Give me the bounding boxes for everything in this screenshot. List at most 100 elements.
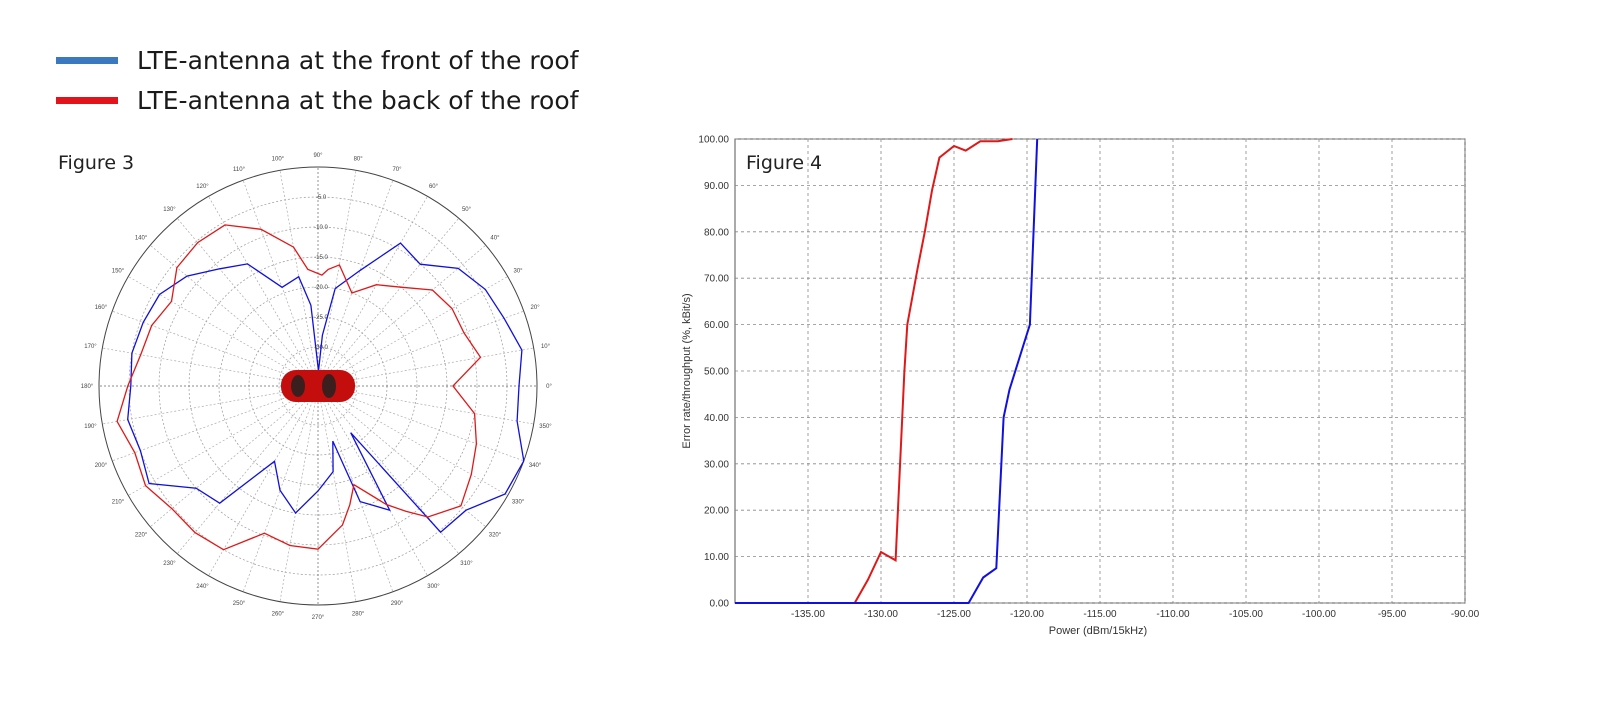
angle-tick-label: 190° <box>84 424 97 430</box>
x-axis-label: Power (dBm/15kHz) <box>1049 625 1147 637</box>
angle-tick-label: 120° <box>196 184 209 190</box>
x-tick-label: -105.00 <box>1229 609 1263 620</box>
legend-swatch-back <box>56 97 118 104</box>
polar-spoke <box>150 385 319 528</box>
polar-outer-circle <box>98 166 538 606</box>
radial-tick-label: -5.0 <box>316 195 327 201</box>
radial-tick-label: -15.0 <box>314 255 328 261</box>
y-tick-label: 50.00 <box>704 367 729 378</box>
angle-tick-label: 100° <box>272 157 285 163</box>
figure-4-title: Figure 4 <box>746 152 822 174</box>
radial-tick-label: -25.0 <box>314 315 328 321</box>
polar-spoke <box>317 170 357 387</box>
polar-spoke <box>317 244 486 387</box>
y-tick-label: 80.00 <box>704 227 729 238</box>
radial-tick-label: -20.0 <box>314 285 328 291</box>
x-tick-label: -115.00 <box>1083 609 1117 620</box>
line-chart: 0.00 10.00 20.00 30.00 40.00 50.00 60.00 70.00 8… <box>681 135 1480 638</box>
polar-spoke <box>128 276 319 387</box>
y-tick-label: 60.00 <box>704 320 729 331</box>
x-tick-label: -125.00 <box>937 609 971 620</box>
x-tick-label: -130.00 <box>864 609 898 620</box>
legend-swatch-front <box>56 57 118 64</box>
legend-label-back: LTE-antenna at the back of the roof <box>137 86 579 115</box>
angle-tick-label: 30° <box>514 269 524 275</box>
angle-tick-label: 210° <box>112 500 125 506</box>
polar-spoke <box>317 385 486 528</box>
polar-spoke <box>128 385 319 496</box>
angle-tick-label: 50° <box>462 207 472 213</box>
figure-3-title: Figure 3 <box>58 152 134 174</box>
angle-tick-label: 80° <box>354 157 364 163</box>
polar-spoke <box>242 180 319 387</box>
polar-spoke <box>279 385 319 602</box>
polar-spoke <box>242 385 319 592</box>
angle-tick-label: 250° <box>233 601 246 607</box>
polar-spoke <box>317 310 524 387</box>
angle-tick-label: 160° <box>95 305 108 311</box>
y-tick-label: 90.00 <box>704 181 729 192</box>
angle-tick-label: 310° <box>460 561 473 567</box>
polar-spoke <box>317 180 394 387</box>
polar-spoke <box>176 218 319 387</box>
angle-tick-label: 350° <box>539 424 552 430</box>
angle-tick-label: 0° <box>546 384 552 390</box>
angle-tick-label: 20° <box>531 305 541 311</box>
polar-spoke <box>112 385 319 462</box>
polar-spoke <box>317 385 460 554</box>
x-tick-label: -120.00 <box>1010 609 1044 620</box>
polar-ring <box>278 346 358 426</box>
x-tick-label: -135.00 <box>791 609 825 620</box>
x-tick-label: -95.00 <box>1378 609 1407 620</box>
polar-spoke <box>317 385 524 462</box>
polar-spoke <box>317 385 428 576</box>
car-image <box>281 370 355 402</box>
x-tick-label: -110.00 <box>1156 609 1190 620</box>
line-series-back <box>735 138 1013 604</box>
angle-tick-label: 320° <box>489 532 502 538</box>
angle-tick-label: 70° <box>392 167 402 173</box>
polar-ring <box>158 226 478 546</box>
angle-tick-label: 150° <box>112 269 125 275</box>
angle-tick-label: 230° <box>163 561 176 567</box>
polar-spoke <box>317 218 460 387</box>
angle-tick-label: 270° <box>312 615 325 621</box>
polar-chart: 0° 10° 20° 30° 40° 50° 60° 70° 80° 90° 100° 110° 120… <box>81 153 553 621</box>
angle-tick-label: 10° <box>541 344 551 350</box>
radial-tick-label: -10.0 <box>314 225 328 231</box>
x-tick-label: -100.00 <box>1302 609 1336 620</box>
legend-item-back: LTE-antenna at the back of the roof <box>56 86 578 115</box>
angle-tick-label: 330° <box>512 500 525 506</box>
angle-tick-label: 90° <box>313 153 323 159</box>
polar-spoke <box>317 385 508 496</box>
polar-spoke <box>317 196 428 387</box>
angle-tick-label: 110° <box>233 167 246 173</box>
angle-tick-label: 220° <box>135 532 148 538</box>
car-windshield <box>322 374 336 398</box>
angle-tick-label: 60° <box>429 184 439 190</box>
polar-spoke <box>317 385 394 592</box>
angle-tick-label: 280° <box>352 611 365 617</box>
y-tick-label: 40.00 <box>704 413 729 424</box>
polar-spoke <box>208 196 319 387</box>
x-tick-label: -90.00 <box>1451 609 1480 620</box>
polar-spoke <box>208 385 319 576</box>
y-tick-label: 20.00 <box>704 506 729 517</box>
y-tick-label: 10.00 <box>704 552 729 563</box>
y-tick-label: 30.00 <box>704 459 729 470</box>
angle-tick-label: 290° <box>391 601 404 607</box>
angle-tick-label: 340° <box>529 463 542 469</box>
angle-tick-label: 200° <box>95 463 108 469</box>
angle-tick-label: 300° <box>427 584 440 590</box>
angle-tick-label: 130° <box>163 207 176 213</box>
angle-tick-label: 170° <box>84 344 97 350</box>
polar-spoke <box>176 385 319 554</box>
angle-tick-label: 180° <box>81 384 94 390</box>
y-tick-label: 70.00 <box>704 274 729 285</box>
car-rear-window <box>291 375 305 397</box>
polar-series-front <box>127 242 525 534</box>
legend-label-front: LTE-antenna at the front of the roof <box>137 46 579 75</box>
angle-tick-label: 40° <box>490 236 500 242</box>
polar-spoke <box>150 244 319 387</box>
